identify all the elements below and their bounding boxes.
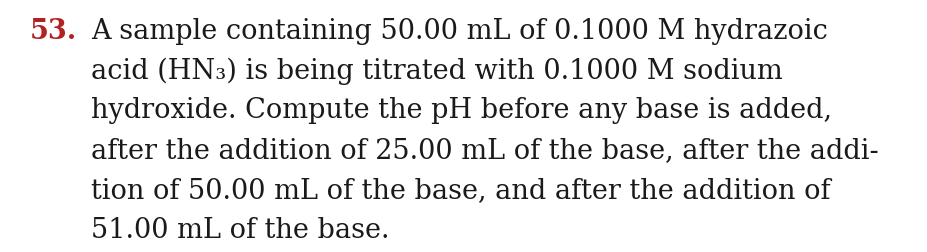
Text: after the addition of 25.00 mL of the base, after the addi-: after the addition of 25.00 mL of the ba… xyxy=(91,137,878,164)
Text: hydroxide. Compute the pH before any base is added,: hydroxide. Compute the pH before any bas… xyxy=(91,97,831,124)
Text: tion of 50.00 mL of the base, and after the addition of: tion of 50.00 mL of the base, and after … xyxy=(91,177,830,204)
Text: A sample containing 50.00 mL of 0.1000 M hydrazoic: A sample containing 50.00 mL of 0.1000 M… xyxy=(91,18,827,45)
Text: 51.00 mL of the base.: 51.00 mL of the base. xyxy=(91,217,389,244)
Text: 53.: 53. xyxy=(30,18,77,45)
Text: acid (HN₃) is being titrated with 0.1000 M sodium: acid (HN₃) is being titrated with 0.1000… xyxy=(91,57,781,85)
